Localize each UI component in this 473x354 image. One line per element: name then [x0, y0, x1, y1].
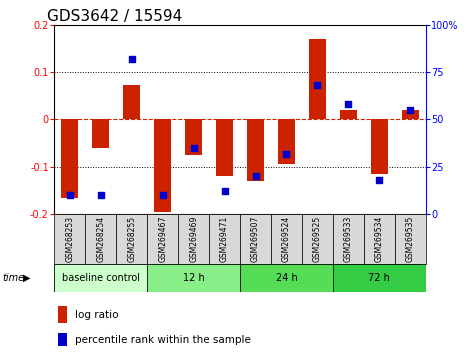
Bar — [58, 333, 67, 347]
Bar — [333, 264, 426, 292]
Point — [221, 189, 228, 194]
Bar — [278, 119, 295, 165]
Point — [314, 82, 321, 88]
Bar — [402, 110, 419, 119]
Point — [159, 193, 166, 198]
Bar — [61, 119, 79, 198]
Bar — [302, 214, 333, 264]
Text: ▶: ▶ — [23, 273, 30, 283]
Text: baseline control: baseline control — [62, 273, 140, 283]
Point — [66, 193, 74, 198]
Point — [128, 56, 136, 62]
Bar — [54, 214, 85, 264]
Text: 24 h: 24 h — [276, 273, 298, 283]
Bar — [147, 264, 240, 292]
Point — [252, 173, 259, 179]
Point — [376, 177, 383, 183]
Bar — [147, 214, 178, 264]
Bar — [185, 119, 202, 155]
Text: GSM269524: GSM269524 — [282, 216, 291, 262]
Bar — [178, 214, 209, 264]
Text: 12 h: 12 h — [183, 273, 204, 283]
Text: log ratio: log ratio — [75, 310, 118, 320]
Bar — [85, 214, 116, 264]
Bar — [333, 214, 364, 264]
Bar — [54, 264, 147, 292]
Text: 72 h: 72 h — [368, 273, 390, 283]
Bar — [92, 119, 109, 148]
Text: GSM269535: GSM269535 — [406, 216, 415, 262]
Bar — [209, 214, 240, 264]
Bar — [240, 264, 333, 292]
Text: GSM269507: GSM269507 — [251, 216, 260, 262]
Text: GSM269534: GSM269534 — [375, 216, 384, 262]
Bar — [340, 110, 357, 119]
Bar — [395, 214, 426, 264]
Text: GSM269467: GSM269467 — [158, 216, 167, 262]
Bar — [371, 119, 388, 174]
Bar — [58, 306, 67, 323]
Text: GSM268255: GSM268255 — [127, 216, 136, 262]
Text: GSM269469: GSM269469 — [189, 216, 198, 262]
Text: GSM269471: GSM269471 — [220, 216, 229, 262]
Point — [283, 151, 290, 156]
Bar — [154, 119, 171, 212]
Text: time: time — [2, 273, 25, 283]
Text: GSM268254: GSM268254 — [96, 216, 105, 262]
Bar — [216, 119, 233, 176]
Bar — [271, 214, 302, 264]
Point — [344, 102, 352, 107]
Bar — [123, 85, 140, 119]
Text: GSM269525: GSM269525 — [313, 216, 322, 262]
Bar — [309, 39, 326, 119]
Text: GDS3642 / 15594: GDS3642 / 15594 — [47, 8, 182, 24]
Text: GSM269533: GSM269533 — [344, 216, 353, 262]
Bar — [247, 119, 264, 181]
Point — [406, 107, 414, 113]
Text: GSM268253: GSM268253 — [65, 216, 74, 262]
Bar — [240, 214, 271, 264]
Point — [97, 193, 105, 198]
Text: percentile rank within the sample: percentile rank within the sample — [75, 335, 251, 344]
Bar — [364, 214, 395, 264]
Point — [190, 145, 197, 151]
Bar — [116, 214, 147, 264]
